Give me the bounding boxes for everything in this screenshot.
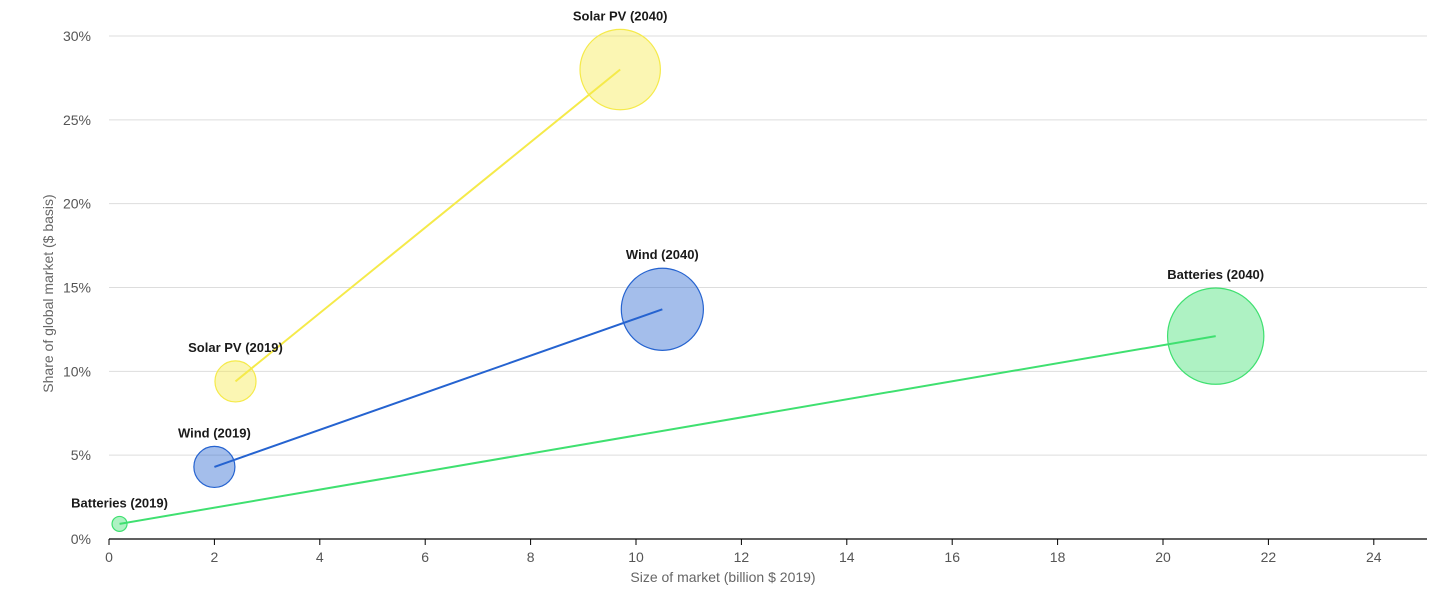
x-tick-label: 0 [105, 549, 113, 565]
x-tick-label: 8 [527, 549, 535, 565]
bubble-labels: Solar PV (2019) Solar PV (2040) Wind (2019… [71, 8, 1264, 510]
label-solar-pv-2040: Solar PV (2040) [573, 8, 668, 23]
y-tick-label: 10% [63, 363, 91, 379]
x-tick-label: 4 [316, 549, 324, 565]
label-batteries-2019: Batteries (2019) [71, 495, 168, 510]
y-axis: 0% 5% 10% 15% 20% 25% 30% [63, 28, 91, 547]
line-batteries [119, 335, 1216, 525]
x-tick-label: 14 [839, 549, 855, 565]
x-tick-label: 6 [421, 549, 429, 565]
bubble-batteries-2040 [1166, 287, 1265, 385]
y-tick-label: 5% [71, 447, 91, 463]
label-batteries-2040: Batteries (2040) [1167, 267, 1264, 282]
x-tick-label: 10 [628, 549, 644, 565]
y-tick-label: 0% [71, 531, 91, 547]
grid [109, 35, 1427, 456]
y-tick-label: 25% [63, 112, 91, 128]
x-tick-label: 20 [1155, 549, 1171, 565]
x-tick-label: 16 [944, 549, 960, 565]
x-axis: 0 2 4 6 8 10 12 14 16 18 20 22 24 [105, 538, 1427, 565]
y-tick-label: 15% [63, 280, 91, 296]
label-solar-pv-2019: Solar PV (2019) [188, 340, 283, 355]
label-wind-2040: Wind (2040) [626, 247, 699, 262]
x-tick-label: 18 [1050, 549, 1066, 565]
y-tick-label: 30% [63, 28, 91, 44]
x-tick-label: 24 [1366, 549, 1382, 565]
label-wind-2019: Wind (2019) [178, 425, 251, 440]
line-wind [214, 308, 663, 468]
x-axis-title: Size of market (billion $ 2019) [630, 569, 815, 585]
bubbles [111, 28, 1265, 533]
x-tick-label: 22 [1261, 549, 1277, 565]
trajectory-lines [119, 68, 1216, 525]
x-tick-label: 2 [211, 549, 219, 565]
x-tick-label: 12 [734, 549, 750, 565]
y-tick-label: 20% [63, 196, 91, 212]
y-axis-title: Share of global market ($ basis) [40, 194, 56, 392]
line-solar-pv [234, 68, 621, 383]
